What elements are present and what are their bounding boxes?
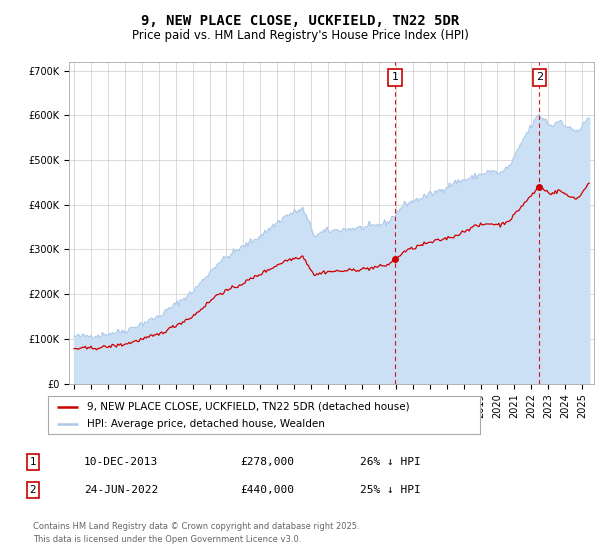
Text: 1: 1 [29, 457, 37, 467]
Text: 9, NEW PLACE CLOSE, UCKFIELD, TN22 5DR (detached house): 9, NEW PLACE CLOSE, UCKFIELD, TN22 5DR (… [87, 402, 410, 412]
Text: £278,000: £278,000 [240, 457, 294, 467]
Text: 2: 2 [536, 72, 543, 82]
Text: 24-JUN-2022: 24-JUN-2022 [84, 485, 158, 495]
Text: 9, NEW PLACE CLOSE, UCKFIELD, TN22 5DR: 9, NEW PLACE CLOSE, UCKFIELD, TN22 5DR [141, 14, 459, 28]
Text: Price paid vs. HM Land Registry's House Price Index (HPI): Price paid vs. HM Land Registry's House … [131, 29, 469, 43]
Text: 1: 1 [391, 72, 398, 82]
Text: Contains HM Land Registry data © Crown copyright and database right 2025.
This d: Contains HM Land Registry data © Crown c… [33, 522, 359, 544]
Text: 26% ↓ HPI: 26% ↓ HPI [360, 457, 421, 467]
Text: HPI: Average price, detached house, Wealden: HPI: Average price, detached house, Weal… [87, 419, 325, 430]
Text: 10-DEC-2013: 10-DEC-2013 [84, 457, 158, 467]
Text: £440,000: £440,000 [240, 485, 294, 495]
Text: 2: 2 [29, 485, 37, 495]
Text: 25% ↓ HPI: 25% ↓ HPI [360, 485, 421, 495]
